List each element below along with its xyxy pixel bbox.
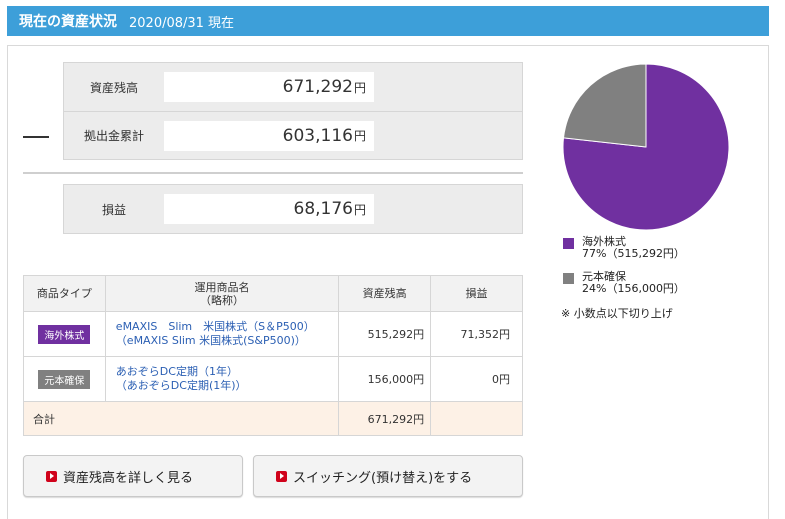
col-header-type: 商品タイプ	[23, 275, 106, 312]
allocation-pie-chart	[562, 63, 730, 231]
profit-loss-label: 損益	[101, 202, 126, 217]
legend-item-overseas-stock: 海外株式 77%（515,292円）	[563, 236, 685, 260]
holdings-table: 商品タイプ 運用商品名 （略称） 資産残高 損益 海外株式 eMAXIS Slim…	[22, 275, 523, 436]
rounding-note: ※ 小数点以下切り上げ	[561, 307, 673, 320]
table-header-row: 商品タイプ 運用商品名 （略称） 資産残高 損益	[23, 275, 523, 312]
fund-name-link[interactable]: あおぞらDC定期（1年）	[115, 365, 238, 378]
table-row: 海外株式 eMAXIS Slim 米国株式（S＆P500） （eMAXIS Sli…	[23, 311, 523, 357]
profit-loss-row: 損益 68,176 円	[64, 185, 522, 233]
arrow-right-icon	[46, 470, 57, 482]
row-balance: 515,292円	[338, 311, 432, 357]
table-row: 元本確保 あおぞらDC定期（1年） （あおぞらDC定期(1年)） 156,000円…	[23, 356, 523, 402]
arrow-right-icon	[276, 470, 287, 482]
total-row: 合計 671,292円	[22, 401, 523, 436]
section-header: 現在の資産状況 2020/08/31 現在	[7, 6, 769, 36]
balance-label: 資産残高	[89, 80, 138, 95]
switching-button[interactable]: スイッチング(預け替え)をする	[253, 455, 523, 497]
balance-summary-box: 資産残高 671,292 円 拠出金累計 603,116 円	[63, 62, 523, 160]
type-badge: 海外株式	[38, 324, 91, 344]
balance-row: 資産残高 671,292 円	[64, 63, 522, 111]
view-balance-detail-label: 資産残高を詳しく見る	[63, 470, 194, 486]
balance-value: 671,292 円	[164, 72, 374, 102]
fund-short-name: （eMAXIS Slim 米国株式(S&P500)）	[115, 334, 306, 347]
col-header-pl: 損益	[430, 275, 523, 312]
profit-loss-box: 損益 68,176 円	[63, 184, 523, 234]
total-balance: 671,292円	[338, 401, 432, 436]
pie-slice-1	[562, 63, 730, 231]
total-label: 合計	[22, 401, 340, 436]
summary-divider	[23, 172, 523, 174]
row-pl: 0円	[430, 356, 523, 402]
fund-name-link[interactable]: eMAXIS Slim 米国株式（S＆P500）	[115, 320, 315, 333]
minus-sign	[23, 136, 49, 138]
col-header-name: 運用商品名 （略称）	[104, 275, 340, 312]
profit-loss-value: 68,176 円	[164, 194, 374, 224]
section-title: 現在の資産状況	[19, 14, 117, 30]
as-of-date: 2020/08/31 現在	[129, 15, 235, 31]
contribution-value: 603,116 円	[164, 120, 374, 151]
pie-slice-2	[562, 63, 647, 148]
switching-label: スイッチング(預け替え)をする	[293, 470, 473, 486]
contribution-row: 拠出金累計 603,116 円	[64, 111, 522, 159]
col-header-balance: 資産残高	[338, 275, 432, 312]
row-balance: 156,000円	[338, 356, 432, 402]
fund-short-name: （あおぞらDC定期(1年)）	[115, 379, 247, 392]
legend-swatch	[563, 273, 574, 284]
legend-item-principal-guaranteed: 元本確保 24%（156,000円）	[563, 271, 685, 295]
contribution-label: 拠出金累計	[83, 129, 144, 143]
legend-swatch	[563, 238, 574, 249]
type-badge: 元本確保	[38, 369, 91, 389]
row-pl: 71,352円	[430, 311, 523, 357]
view-balance-detail-button[interactable]: 資産残高を詳しく見る	[23, 455, 243, 497]
